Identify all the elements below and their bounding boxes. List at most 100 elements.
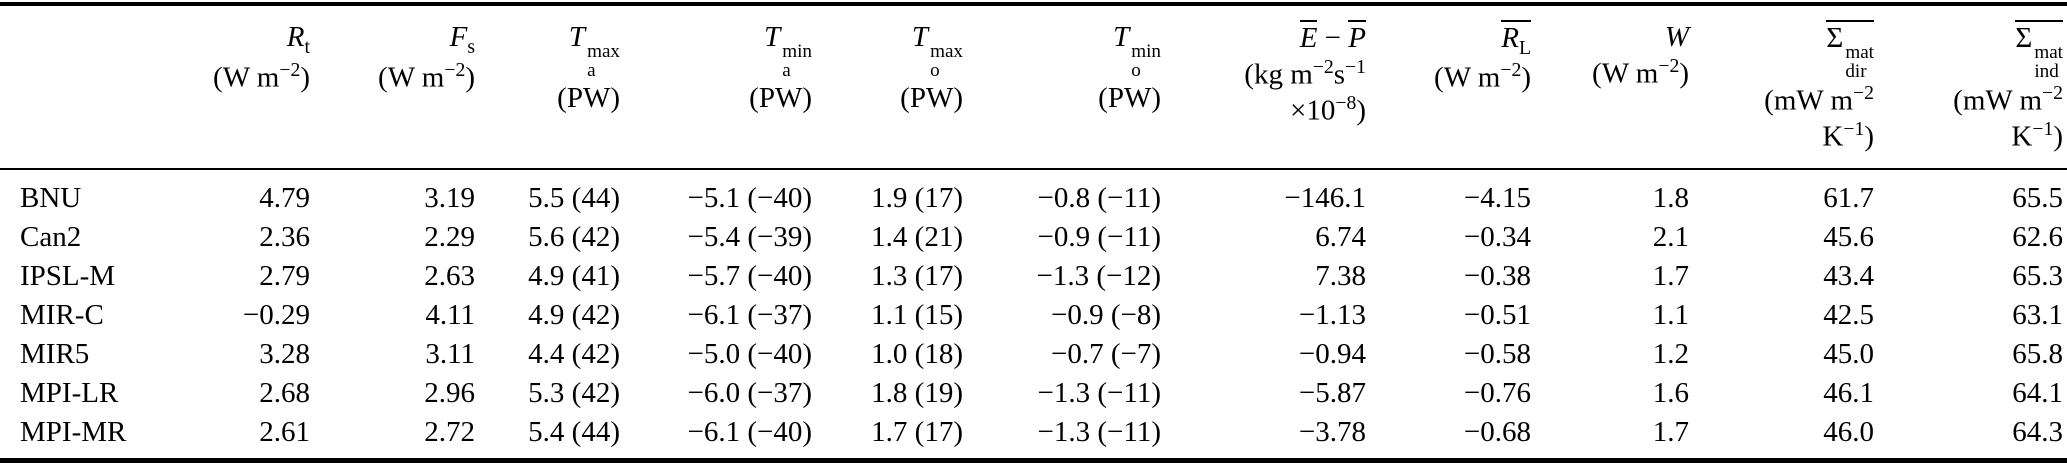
table-cell: 1.8 (19)	[871, 377, 963, 410]
table-cell: 6.74	[1315, 221, 1366, 254]
table-cell: −1.3 (−11)	[1037, 377, 1161, 410]
table-cell: −0.34	[1463, 221, 1531, 254]
table-cell: 7.38	[1315, 260, 1366, 293]
table-cell: 63.1	[2012, 299, 2063, 332]
table-cell: 5.3 (42)	[528, 377, 620, 410]
column-header-model	[0, 4, 190, 171]
row-label: MIR5	[20, 338, 90, 371]
table-cell: 46.0	[1823, 416, 1874, 449]
column-header-R_t: Rt (W m−2)	[190, 4, 310, 171]
table-cell: 4.9 (41)	[528, 260, 620, 293]
table-cell: −0.9 (−11)	[1037, 221, 1161, 254]
table-cell: −1.13	[1298, 299, 1366, 332]
table-cell: −0.7 (−7)	[1050, 338, 1161, 371]
table-cell: −6.1 (−37)	[687, 299, 812, 332]
row-label: MIR-C	[20, 299, 104, 332]
table-cell: −3.78	[1298, 416, 1366, 449]
table-cell: −0.68	[1463, 416, 1531, 449]
table-cell: −0.94	[1298, 338, 1366, 371]
column-header-E_minus_P: E − P (kg m−2s−1 ×10−8)	[1161, 4, 1366, 171]
table-cell: 3.11	[425, 338, 475, 371]
table-cell: −0.29	[242, 299, 310, 332]
table-cell: 1.3 (17)	[871, 260, 963, 293]
table-cell: 43.4	[1823, 260, 1874, 293]
table-cell: 5.4 (44)	[528, 416, 620, 449]
table-cell: 4.4 (42)	[528, 338, 620, 371]
table-cell: 1.4 (21)	[871, 221, 963, 254]
table-cell: −5.1 (−40)	[687, 182, 812, 215]
table-cell: 42.5	[1823, 299, 1874, 332]
table-cell: 2.63	[424, 260, 475, 293]
table-cell: 1.0 (18)	[871, 338, 963, 371]
table-cell: 2.36	[259, 221, 310, 254]
table-cell: 65.3	[2012, 260, 2063, 293]
table-cell: −6.0 (−37)	[687, 377, 812, 410]
table-row-MIR5: MIR5 3.28 3.11 4.4 (42) −5.0 (−40) 1.0 (18) −0…	[0, 335, 2067, 374]
table-cell: 1.7 (17)	[871, 416, 963, 449]
table-cell: 45.0	[1823, 338, 1874, 371]
row-label: MPI-MR	[20, 416, 127, 449]
table-cell: −0.58	[1463, 338, 1531, 371]
table-cell: 5.6 (42)	[528, 221, 620, 254]
table-cell: −1.3 (−12)	[1036, 260, 1161, 293]
table-cell: 1.2	[1652, 338, 1689, 371]
table-cell: 46.1	[1823, 377, 1874, 410]
table-cell: 1.6	[1652, 377, 1689, 410]
column-header-F_s: Fs (W m−2)	[310, 4, 475, 171]
table-cell: −146.1	[1284, 182, 1366, 215]
table-cell: 5.5 (44)	[528, 182, 620, 215]
table-cell: 64.3	[2012, 416, 2063, 449]
table-row-Can2: Can2 2.36 2.29 5.6 (42) −5.4 (−39) 1.4 (21) −0…	[0, 218, 2067, 257]
table-cell: 4.9 (42)	[528, 299, 620, 332]
table-cell: 45.6	[1823, 221, 1874, 254]
table-cell: −5.7 (−40)	[687, 260, 812, 293]
table-row-MPI-LR: MPI-LR 2.68 2.96 5.3 (42) −6.0 (−37) 1.8 (19)…	[0, 374, 2067, 413]
table-cell: 65.8	[2012, 338, 2063, 371]
table-cell: 3.19	[424, 182, 475, 215]
table-cell: 2.79	[259, 260, 310, 293]
table-cell: 2.68	[259, 377, 310, 410]
column-header-R_L: RL (W m−2)	[1366, 4, 1531, 171]
table-cell: 1.9 (17)	[871, 182, 963, 215]
row-label: IPSL-M	[20, 260, 116, 293]
table-cell: −5.0 (−40)	[687, 338, 812, 371]
table-cell: −0.8 (−11)	[1037, 182, 1161, 215]
table-cell: −0.76	[1463, 377, 1531, 410]
column-header-W: W (W m−2)	[1531, 4, 1689, 171]
table-cell: 64.1	[2012, 377, 2063, 410]
table-body: BNU 4.79 3.19 5.5 (44) −5.1 (−40) 1.9 (17) −0.…	[0, 169, 2067, 461]
table-cell: 1.1	[1652, 299, 1689, 332]
table-row-IPSL-M: IPSL-M 2.79 2.63 4.9 (41) −5.7 (−40) 1.3 (17)…	[0, 257, 2067, 296]
table-cell: 1.7	[1652, 416, 1689, 449]
table-cell: −1.3 (−11)	[1037, 416, 1161, 449]
table-cell: 2.72	[424, 416, 475, 449]
table-cell: −5.87	[1298, 377, 1366, 410]
table-cell: 4.79	[259, 182, 310, 215]
table-cell: −0.9 (−8)	[1050, 299, 1161, 332]
row-label: Can2	[20, 221, 82, 254]
table-cell: 61.7	[1823, 182, 1874, 215]
table-cell: 2.61	[259, 416, 310, 449]
table-row-MIR-C: MIR-C −0.29 4.11 4.9 (42) −6.1 (−37) 1.1 (15)…	[0, 296, 2067, 335]
row-label: BNU	[20, 182, 82, 215]
table-cell: −5.4 (−39)	[687, 221, 812, 254]
table-cell: −0.51	[1463, 299, 1531, 332]
table-row-BNU: BNU 4.79 3.19 5.5 (44) −5.1 (−40) 1.9 (17) −0.…	[0, 169, 2067, 218]
table-cell: −6.1 (−40)	[687, 416, 812, 449]
table-cell: 62.6	[2012, 221, 2063, 254]
table-cell: −0.38	[1463, 260, 1531, 293]
table-cell: 65.5	[2012, 182, 2063, 215]
table-cell: 3.28	[259, 338, 310, 371]
table-cell: 2.1	[1652, 221, 1689, 254]
table-cell: 2.96	[424, 377, 475, 410]
row-label: MPI-LR	[20, 377, 119, 410]
